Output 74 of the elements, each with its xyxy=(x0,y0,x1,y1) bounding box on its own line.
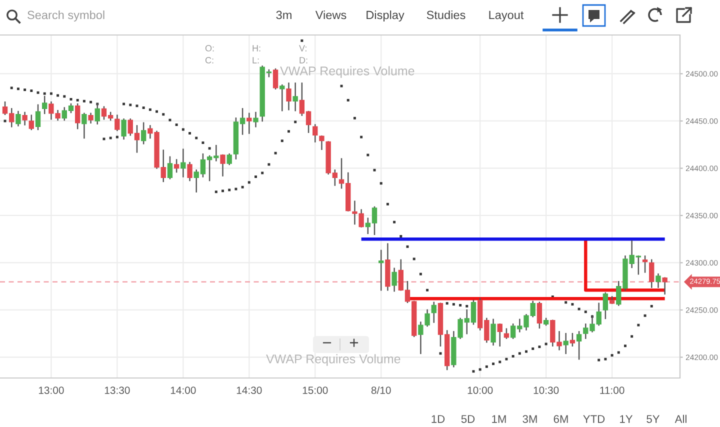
x-tick-label: 14:30 xyxy=(236,386,262,394)
candlestick xyxy=(378,250,384,291)
candlestick xyxy=(286,82,292,110)
candlestick xyxy=(319,135,324,150)
annotation: C: xyxy=(205,57,214,64)
text: 3M xyxy=(522,415,537,423)
text: 1M xyxy=(492,415,506,423)
text: 5D xyxy=(461,415,475,423)
annotation: L: xyxy=(252,57,259,64)
candlestick xyxy=(312,124,318,142)
text: Studies xyxy=(426,10,466,20)
text: Layout xyxy=(489,10,524,22)
annotation: + xyxy=(350,338,358,347)
annotation: O: xyxy=(205,45,214,52)
candlestick xyxy=(167,156,173,180)
x-tick-label: 13:30 xyxy=(104,386,130,394)
candlestick xyxy=(28,114,34,130)
text: 3m xyxy=(276,10,292,20)
x-tick-label: 10:30 xyxy=(534,386,559,394)
annotation: H: xyxy=(252,45,260,52)
candlestick xyxy=(280,84,285,112)
x-tick-label: 14:00 xyxy=(170,386,196,394)
text: 6M xyxy=(554,415,568,423)
candlestick xyxy=(392,268,397,292)
candlestick xyxy=(246,112,252,134)
text: YTD xyxy=(583,415,605,423)
x-tick-label: 15:00 xyxy=(302,386,328,394)
candlestick xyxy=(187,162,192,182)
candlestick xyxy=(42,96,48,114)
candlestick xyxy=(649,259,654,288)
annotation: V: xyxy=(299,45,306,52)
candlestick xyxy=(180,148,186,178)
candlestick xyxy=(570,332,576,346)
candlestick xyxy=(121,118,126,140)
candlestick xyxy=(490,318,496,346)
text: Views xyxy=(315,10,346,20)
candlestick xyxy=(497,324,502,346)
candlestick xyxy=(656,273,661,288)
x-tick-label: 10:00 xyxy=(468,386,493,394)
candlestick xyxy=(114,114,120,132)
candlestick xyxy=(35,104,41,130)
candlestick xyxy=(272,68,278,90)
candlestick xyxy=(16,110,21,126)
candlestick xyxy=(22,112,28,126)
candlestick xyxy=(292,82,298,112)
annotation: VWAP Requires Volume xyxy=(266,354,400,366)
candlestick xyxy=(82,112,87,139)
candlestick xyxy=(431,302,436,323)
candlestick xyxy=(253,112,258,128)
annotation: VWAP Requires Volume xyxy=(280,66,414,78)
x-tick-label: 13:00 xyxy=(38,386,64,394)
annotation: D: xyxy=(300,57,308,64)
candlestick xyxy=(174,159,180,173)
x-tick-label: 8/10 xyxy=(371,386,391,394)
text: All xyxy=(674,414,686,423)
candlestick xyxy=(536,302,542,329)
text: 1D xyxy=(432,415,445,423)
x-tick-label: 11:00 xyxy=(600,386,624,394)
candlestick xyxy=(220,154,226,176)
candlestick xyxy=(642,255,648,273)
candlestick xyxy=(140,122,146,144)
candlestick xyxy=(563,332,568,354)
candlestick xyxy=(75,103,80,130)
text: 1Y xyxy=(620,415,633,423)
candlestick xyxy=(662,277,668,295)
candlestick xyxy=(88,112,94,124)
candlestick xyxy=(576,331,582,360)
candlestick xyxy=(504,328,510,339)
text: 5Y xyxy=(646,415,660,423)
candlestick xyxy=(602,292,608,320)
text: Search symbol xyxy=(28,10,104,22)
annotation: − xyxy=(322,342,332,344)
candlestick xyxy=(226,153,232,166)
text: Display xyxy=(366,10,404,22)
